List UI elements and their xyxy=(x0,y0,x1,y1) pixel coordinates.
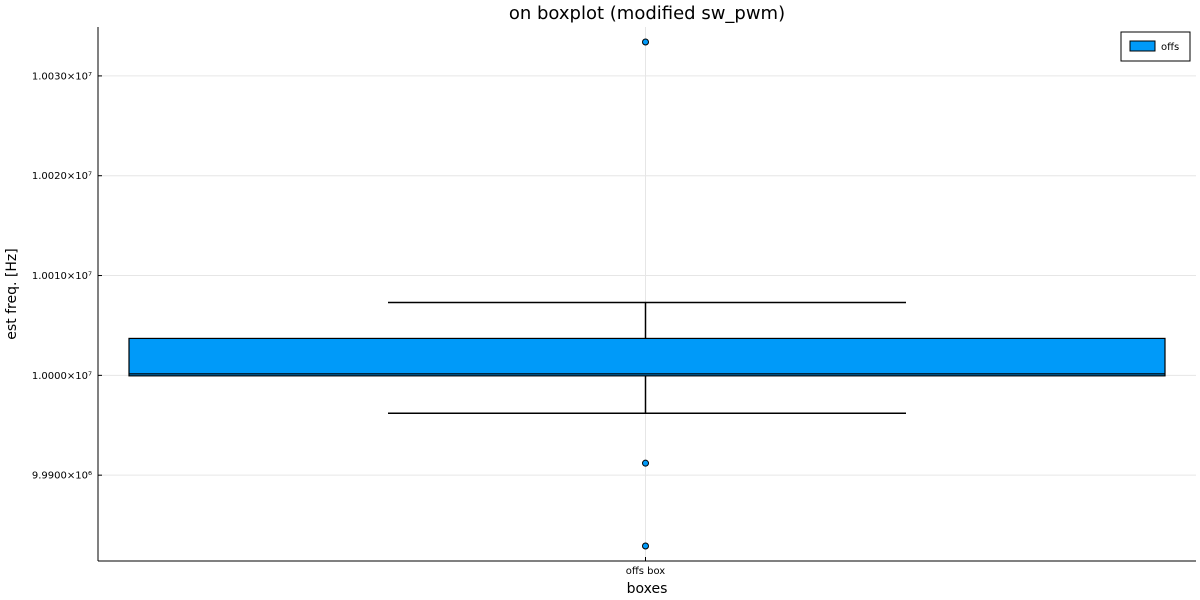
legend-swatch xyxy=(1129,40,1156,52)
y-tick-label: 1.0020×10⁷ xyxy=(32,171,92,182)
y-tick-label: 1.0030×10⁷ xyxy=(32,71,92,82)
x-axis-label: boxes xyxy=(627,581,668,597)
tick-layer: 9.9900×10⁶ 1.0000×10⁷ 1.0010×10⁷ 1.0020×10⁷… xyxy=(32,71,665,577)
y-tick-label: 9.9900×10⁶ xyxy=(32,471,92,482)
y-tick-label: 1.0010×10⁷ xyxy=(32,271,92,282)
y-axis-label: est freq. [Hz] xyxy=(4,248,20,339)
legend-entry-offs: offs xyxy=(1161,42,1179,53)
chart-title: on boxplot (modified sw_pwm) xyxy=(509,3,785,24)
x-tick-label: offs box xyxy=(626,566,666,577)
outlier-layer xyxy=(642,38,649,550)
box-iqr xyxy=(128,337,1166,377)
y-tick-label: 1.0000×10⁷ xyxy=(32,371,92,382)
grid-layer xyxy=(98,27,1196,561)
legend: offs xyxy=(1120,31,1191,62)
box-layer xyxy=(128,301,1166,415)
outlier-point xyxy=(642,459,649,467)
outlier-point xyxy=(642,38,649,46)
outlier-point xyxy=(642,542,649,550)
